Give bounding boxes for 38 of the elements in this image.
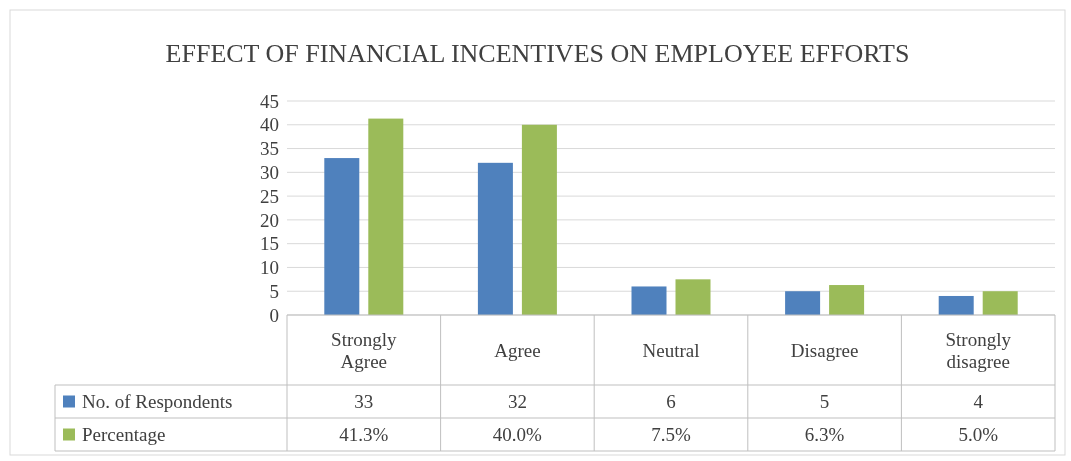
legend-label: Percentage: [82, 424, 166, 446]
bar: [477, 162, 513, 315]
y-tick-label: 35: [260, 138, 279, 160]
data-label: 6: [666, 391, 676, 413]
data-label: 7.5%: [651, 424, 691, 446]
bar: [631, 286, 667, 315]
y-tick-label: 5: [269, 280, 279, 302]
data-label: 40.0%: [492, 424, 543, 446]
x-tick-label: Neutral: [642, 339, 700, 361]
bar: [324, 158, 360, 315]
x-tick-label: Disagree: [790, 339, 859, 361]
data-label: 5: [819, 391, 830, 413]
y-tick-label: 45: [260, 90, 279, 112]
bar: [675, 279, 711, 315]
bar: [785, 291, 821, 315]
bar: [982, 291, 1018, 315]
y-tick-label: 25: [260, 185, 279, 207]
data-label: 41.3%: [339, 424, 389, 446]
y-tick-label: 20: [260, 209, 279, 231]
chart-title: EFFECT OF FINANCIAL INCENTIVES ON EMPLOYEE EFFORTS: [165, 39, 910, 68]
legend-label: No. of Respondents: [82, 391, 233, 413]
bar: [521, 124, 557, 315]
bar: [368, 118, 404, 315]
data-label: 6.3%: [804, 424, 845, 446]
y-tick-label: 10: [260, 257, 279, 279]
y-tick-label: 30: [260, 161, 279, 183]
data-label: 5.0%: [958, 424, 999, 446]
y-tick-label: 0: [269, 304, 279, 326]
data-label: 33: [354, 391, 374, 413]
x-tick-label: Agree: [494, 339, 541, 361]
y-tick-label: 40: [260, 114, 279, 136]
data-label: 4: [973, 391, 984, 413]
bar: [938, 295, 974, 315]
y-tick-label: 15: [260, 233, 279, 255]
x-tick-label: Strongly disagree: [945, 328, 1012, 372]
bar: [829, 285, 865, 315]
x-tick-label: Strongly Agree: [331, 328, 398, 372]
data-label: 32: [507, 391, 527, 413]
